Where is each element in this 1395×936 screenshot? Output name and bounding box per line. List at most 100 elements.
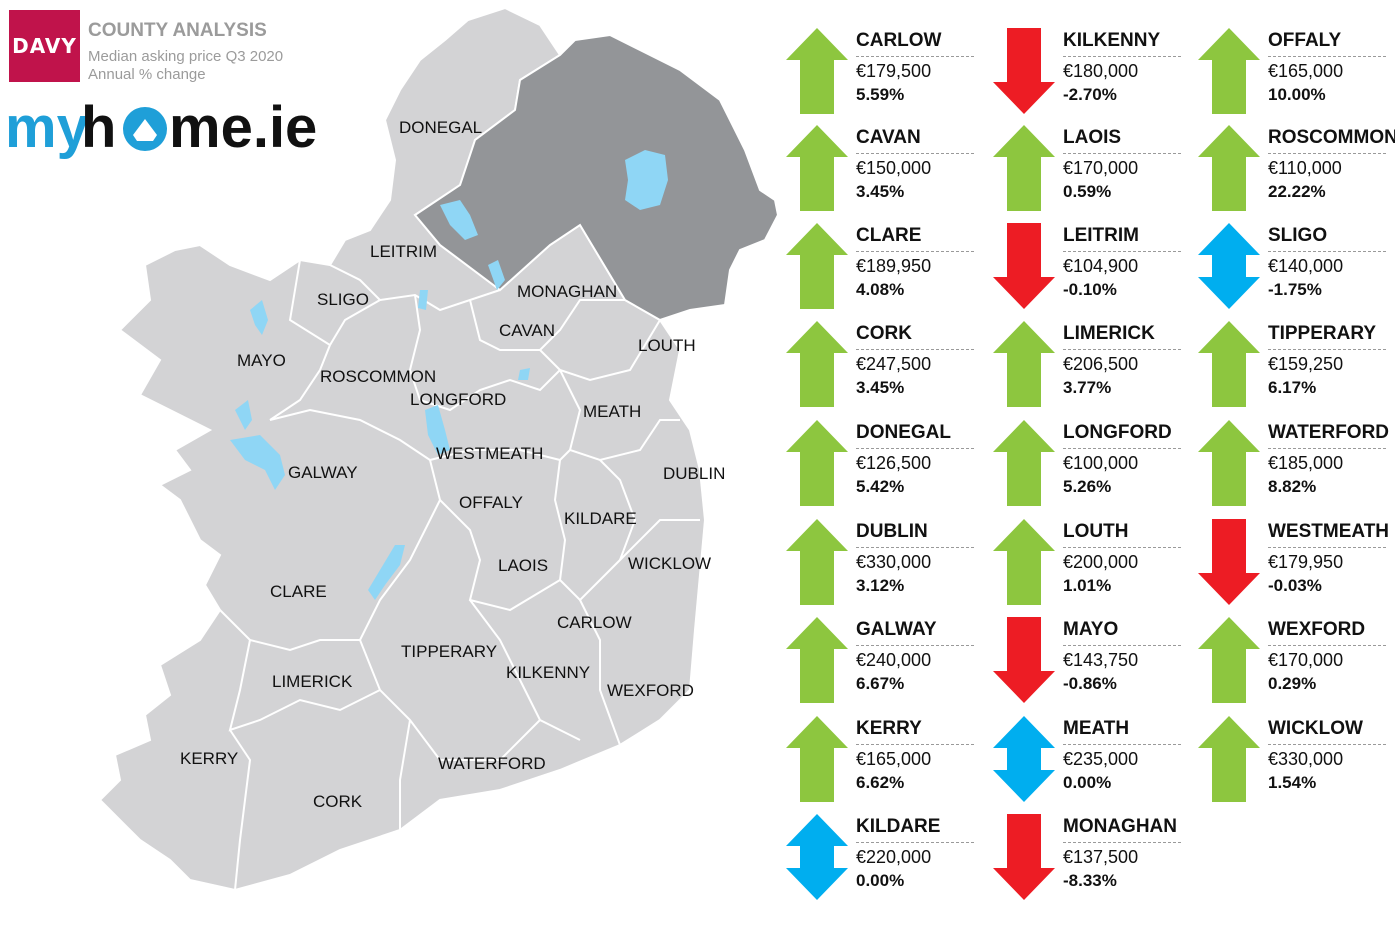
- county-card-roscommon: ROSCOMMON €110,000 22.22%: [1198, 125, 1395, 221]
- county-name: WEXFORD: [1268, 619, 1366, 640]
- annual-change: 0.29%: [1268, 674, 1317, 693]
- median-price: €185,000: [1268, 453, 1344, 473]
- annual-change: 6.62%: [856, 773, 905, 792]
- county-name: KERRY: [856, 718, 922, 739]
- divider: [1063, 153, 1181, 154]
- county-card-cavan: CAVAN €150,000 3.45%: [786, 125, 976, 221]
- arrow-up-icon: [993, 321, 1055, 407]
- divider: [1063, 645, 1181, 646]
- county-labels: DONEGAL LEITRIM SLIGO MAYO ROSCOMMON LON…: [180, 118, 725, 811]
- divider: [1268, 448, 1386, 449]
- arrow-up-icon: [993, 519, 1055, 605]
- map-label-monaghan: MONAGHAN: [517, 282, 617, 301]
- county-card-wicklow: WICKLOW €330,000 1.54%: [1198, 716, 1388, 812]
- arrow-down-icon: [993, 223, 1055, 309]
- median-price: €100,000: [1063, 453, 1139, 473]
- divider: [1063, 842, 1181, 843]
- arrow-up-icon: [786, 716, 848, 802]
- annual-change: -2.70%: [1063, 85, 1117, 104]
- divider: [856, 645, 974, 646]
- arrow-up-icon: [1198, 125, 1260, 211]
- map-label-laois: LAOIS: [498, 556, 548, 575]
- county-card-clare: CLARE €189,950 4.08%: [786, 223, 976, 319]
- median-price: €179,950: [1268, 552, 1344, 572]
- county-name: LEITRIM: [1063, 225, 1139, 246]
- map-label-tipperary: TIPPERARY: [401, 642, 497, 661]
- median-price: €159,250: [1268, 354, 1344, 374]
- annual-change: 6.67%: [856, 674, 905, 693]
- county-card-meath: MEATH €235,000 0.00%: [993, 716, 1183, 812]
- median-price: €150,000: [856, 158, 932, 178]
- median-price: €247,500: [856, 354, 932, 374]
- annual-change: 3.45%: [856, 378, 905, 397]
- county-name: WICKLOW: [1268, 718, 1363, 739]
- county-card-kildare: KILDARE €220,000 0.00%: [786, 814, 976, 910]
- county-name: OFFALY: [1268, 30, 1342, 51]
- county-card-tipperary: TIPPERARY €159,250 6.17%: [1198, 321, 1388, 417]
- map-label-cork: CORK: [313, 792, 363, 811]
- county-card-cork: CORK €247,500 3.45%: [786, 321, 976, 417]
- map-label-wicklow: WICKLOW: [628, 554, 711, 573]
- map-label-longford: LONGFORD: [410, 390, 506, 409]
- divider: [1063, 349, 1181, 350]
- median-price: €200,000: [1063, 552, 1139, 572]
- median-price: €137,500: [1063, 847, 1139, 867]
- divider: [1268, 645, 1386, 646]
- annual-change: -1.75%: [1268, 280, 1322, 299]
- county-name: CAVAN: [856, 127, 921, 148]
- map-label-wexford: WEXFORD: [607, 681, 694, 700]
- county-name: ROSCOMMON: [1268, 127, 1395, 148]
- arrow-up-icon: [786, 321, 848, 407]
- median-price: €140,000: [1268, 256, 1344, 276]
- header-title: COUNTY ANALYSIS: [88, 20, 267, 41]
- map-label-waterford: WATERFORD: [438, 754, 546, 773]
- divider: [1063, 744, 1181, 745]
- annual-change: 1.54%: [1268, 773, 1317, 792]
- median-price: €206,500: [1063, 354, 1139, 374]
- divider: [1063, 251, 1181, 252]
- median-price: €189,950: [856, 256, 932, 276]
- annual-change: 22.22%: [1268, 182, 1326, 201]
- county-name: MAYO: [1063, 619, 1119, 640]
- divider: [1268, 744, 1386, 745]
- map-label-cavan: CAVAN: [499, 321, 555, 340]
- arrow-up-icon: [1198, 716, 1260, 802]
- median-price: €170,000: [1063, 158, 1139, 178]
- arrow-up-icon: [1198, 420, 1260, 506]
- county-name: TIPPERARY: [1268, 323, 1377, 344]
- annual-change: 10.00%: [1268, 85, 1326, 104]
- county-name: LOUTH: [1063, 521, 1129, 542]
- svg-text:me.ie: me.ie: [169, 95, 317, 160]
- county-name: MONAGHAN: [1063, 816, 1177, 837]
- arrow-down-icon: [1198, 519, 1260, 605]
- county-borders: [219, 259, 700, 891]
- county-name: WESTMEATH: [1268, 521, 1390, 542]
- annual-change: 3.45%: [856, 182, 905, 201]
- annual-change: 5.26%: [1063, 477, 1112, 496]
- arrow-down-icon: [993, 28, 1055, 114]
- county-card-dublin: DUBLIN €330,000 3.12%: [786, 519, 976, 615]
- lakes: [230, 150, 668, 600]
- divider: [1063, 547, 1181, 548]
- arrow-up-down-icon: [993, 716, 1055, 802]
- divider: [1063, 448, 1181, 449]
- ireland-map: DONEGAL LEITRIM SLIGO MAYO ROSCOMMON LON…: [98, 6, 780, 892]
- county-card-wexford: WEXFORD €170,000 0.29%: [1198, 617, 1388, 713]
- median-price: €170,000: [1268, 650, 1344, 670]
- median-price: €180,000: [1063, 61, 1139, 81]
- divider: [856, 448, 974, 449]
- county-card-kerry: KERRY €165,000 6.62%: [786, 716, 976, 812]
- county-name: LONGFORD: [1063, 422, 1172, 443]
- arrow-up-icon: [993, 125, 1055, 211]
- arrow-up-icon: [1198, 321, 1260, 407]
- median-price: €235,000: [1063, 749, 1139, 769]
- svg-text:h: h: [81, 95, 116, 160]
- county-card-donegal: DONEGAL €126,500 5.42%: [786, 420, 976, 516]
- map-label-clare: CLARE: [270, 582, 327, 601]
- annual-change: 6.17%: [1268, 378, 1317, 397]
- map-label-limerick: LIMERICK: [272, 672, 353, 691]
- county-name: LIMERICK: [1063, 323, 1155, 344]
- annual-change: -0.03%: [1268, 576, 1322, 595]
- county-name: GALWAY: [856, 619, 937, 640]
- svg-text:my: my: [5, 95, 89, 160]
